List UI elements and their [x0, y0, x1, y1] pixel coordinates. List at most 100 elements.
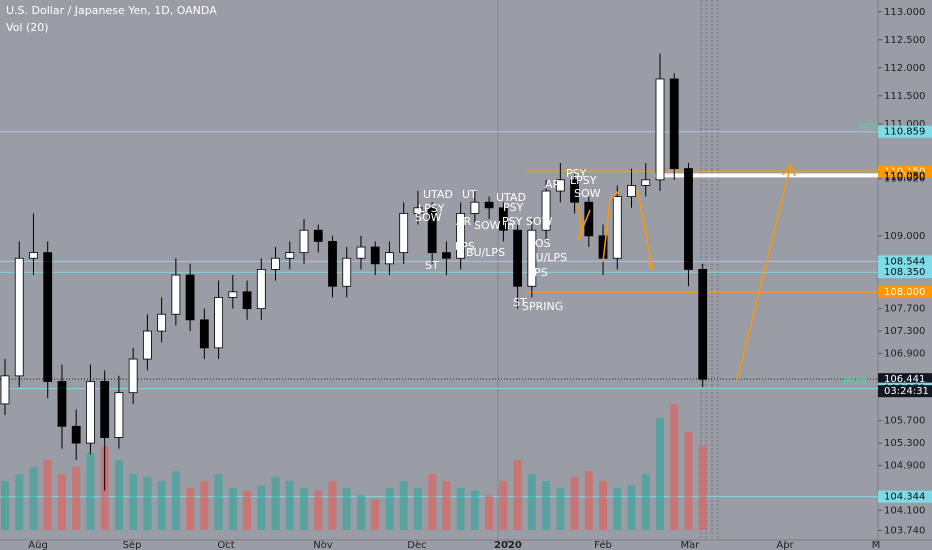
price-badge-label: 106.441	[884, 374, 925, 385]
x-tick-label: Nov	[313, 540, 333, 550]
volume-bar	[342, 488, 351, 530]
volume-bar	[556, 488, 565, 530]
volume-bar	[641, 474, 650, 530]
annotation: LPS	[455, 240, 475, 253]
volume-bar	[285, 481, 294, 530]
candle-body	[385, 252, 394, 265]
candles	[0, 53, 708, 491]
price-badge-label: 108.544	[884, 256, 925, 267]
price-badge	[878, 165, 932, 178]
volume-bar	[428, 474, 437, 530]
y-tick-label: 103.740	[884, 525, 925, 536]
volume-bar	[300, 488, 309, 530]
candle-body	[228, 291, 238, 298]
volume-bar	[684, 432, 693, 530]
price-badge	[878, 266, 932, 279]
volume-bar	[43, 460, 52, 530]
volume-bar	[371, 499, 380, 530]
candle-body	[128, 358, 138, 394]
volume-bar	[171, 471, 180, 530]
candle-body	[313, 229, 323, 242]
annotation: LPSY	[418, 202, 445, 215]
volume-bar	[413, 488, 422, 530]
annotation: PSY	[566, 167, 587, 180]
candle-body	[342, 257, 352, 287]
price-badge-label: 110.050	[884, 172, 925, 183]
candle-body	[0, 375, 10, 405]
volume-bar	[129, 474, 138, 530]
annotation: PSY	[503, 201, 524, 214]
candle-body	[655, 78, 665, 181]
volume-bar	[29, 467, 38, 530]
y-tick-label: 105.300	[884, 438, 925, 449]
annotation: LPS	[528, 266, 548, 279]
candle-body	[242, 291, 252, 310]
candle-body	[29, 252, 38, 259]
candle-body	[142, 330, 152, 360]
candle-body	[684, 168, 693, 270]
volume-bar	[527, 474, 536, 530]
price-badge-label: 110.150	[884, 166, 925, 177]
candle-body	[71, 425, 81, 444]
volume-bar	[470, 490, 479, 530]
volume-bar	[243, 490, 252, 530]
volume-bar	[613, 488, 622, 530]
volume-bar	[214, 474, 223, 530]
annotation: MOB	[843, 376, 866, 387]
candle-body	[698, 269, 708, 380]
volume-bar	[442, 481, 451, 530]
annotation: AR	[545, 178, 561, 191]
volume-bar	[399, 481, 408, 530]
candle-body	[271, 257, 280, 270]
x-tick-label: 2020	[494, 540, 522, 550]
candle-body	[498, 207, 508, 231]
x-tick-label: Sep	[123, 540, 142, 550]
candle-body	[299, 229, 309, 254]
volume-bar	[542, 481, 551, 530]
candle-body	[356, 246, 366, 259]
candle-body	[114, 392, 124, 438]
y-tick-label: 105.700	[884, 416, 925, 427]
volume-bar	[186, 488, 195, 530]
volume-bar	[513, 460, 522, 530]
y-tick-label: 106.900	[884, 348, 925, 359]
x-tick-label: Oct	[217, 540, 234, 550]
candle-body	[527, 229, 537, 287]
annotation: BU/LPS	[528, 251, 567, 264]
candle-body	[199, 319, 209, 349]
y-tick-label: 111.500	[884, 91, 925, 102]
volume-bar	[698, 446, 707, 530]
volume-bar	[72, 467, 81, 530]
candle-body	[413, 207, 423, 214]
candle-body	[214, 297, 223, 349]
annotation: MOS	[858, 122, 881, 133]
y-tick-label: 112.000	[884, 63, 925, 74]
volume-label: Vol (20)	[6, 21, 49, 34]
volume-bar	[314, 490, 323, 530]
candle-body	[57, 381, 67, 427]
volume-bar	[599, 481, 608, 530]
volume-bar	[627, 485, 636, 530]
x-tick-label: Dec	[407, 540, 426, 550]
annotation: SPRING	[522, 300, 563, 313]
price-badge	[878, 285, 932, 298]
volume-bar	[385, 488, 394, 530]
volume-bar	[670, 404, 679, 530]
y-tick-label: 107.300	[884, 326, 925, 337]
volume-bar	[257, 485, 266, 530]
x-tick-label: Feb	[594, 540, 612, 550]
y-tick-label: 110.020	[884, 174, 925, 185]
y-tick-label: 104.900	[884, 460, 925, 471]
volume-bar	[485, 495, 494, 530]
annotation: AR	[456, 215, 472, 228]
annotation: BU/LPS	[466, 246, 505, 259]
candle-body	[584, 201, 594, 237]
price-badge	[878, 255, 932, 268]
volume-bar	[271, 476, 280, 530]
candle-body	[541, 190, 551, 231]
candle-body	[555, 179, 565, 192]
candle-body	[470, 201, 480, 214]
candle-body	[328, 241, 337, 287]
chart-title: U.S. Dollar / Japanese Yen, 1D, OANDA	[6, 4, 217, 17]
annotation: ST	[425, 259, 439, 272]
